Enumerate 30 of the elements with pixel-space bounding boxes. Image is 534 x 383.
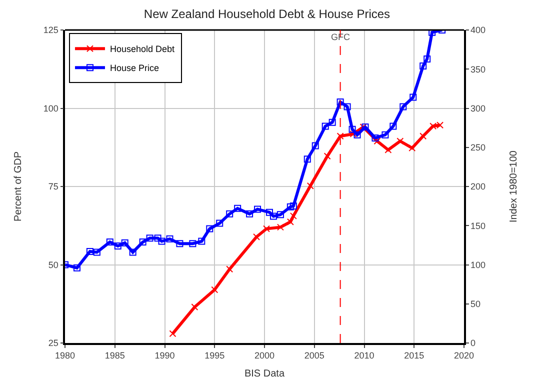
x-tick-label: 2020 <box>454 350 474 361</box>
x-tick-label: 1995 <box>204 350 225 361</box>
x-tick-label: 1980 <box>54 350 76 361</box>
y-axis-title: Percent of GDP <box>12 151 24 222</box>
y2-tick-label: 0 <box>470 338 476 348</box>
y2-tick-label: 150 <box>470 220 486 231</box>
legend-label: Household Debt <box>110 44 176 54</box>
x-tick-label: 1990 <box>154 350 175 361</box>
x-tick-label: 2005 <box>304 350 324 361</box>
x-tick-label: 2015 <box>404 350 424 361</box>
y2-tick-label: 250 <box>470 142 486 153</box>
y2-tick-label: 350 <box>470 64 486 74</box>
x-tick-label: 1985 <box>104 350 125 361</box>
legend-label: House Price <box>110 63 160 74</box>
x-tick-label: 2010 <box>354 350 374 361</box>
ref-line-label: GFC <box>331 32 350 42</box>
x-tick-label: 2000 <box>254 350 275 361</box>
chart-title: New Zealand Household Debt & House Prices <box>144 6 390 21</box>
y2-tick-label: 400 <box>470 25 486 36</box>
y-tick-label: 125 <box>43 25 58 36</box>
y-tick-label: 25 <box>48 338 58 348</box>
y-tick-label: 50 <box>48 260 58 270</box>
y2-tick-label: 100 <box>470 260 486 270</box>
y2-tick-label: 200 <box>470 182 486 192</box>
x-axis-title: BIS Data <box>244 368 285 380</box>
y2-tick-label: 300 <box>470 103 486 114</box>
y-tick-label: 100 <box>43 103 58 114</box>
y-tick-label: 75 <box>48 182 58 192</box>
y2-tick-label: 50 <box>470 299 481 310</box>
y2-axis-title: Index 1980=100 <box>508 150 520 223</box>
